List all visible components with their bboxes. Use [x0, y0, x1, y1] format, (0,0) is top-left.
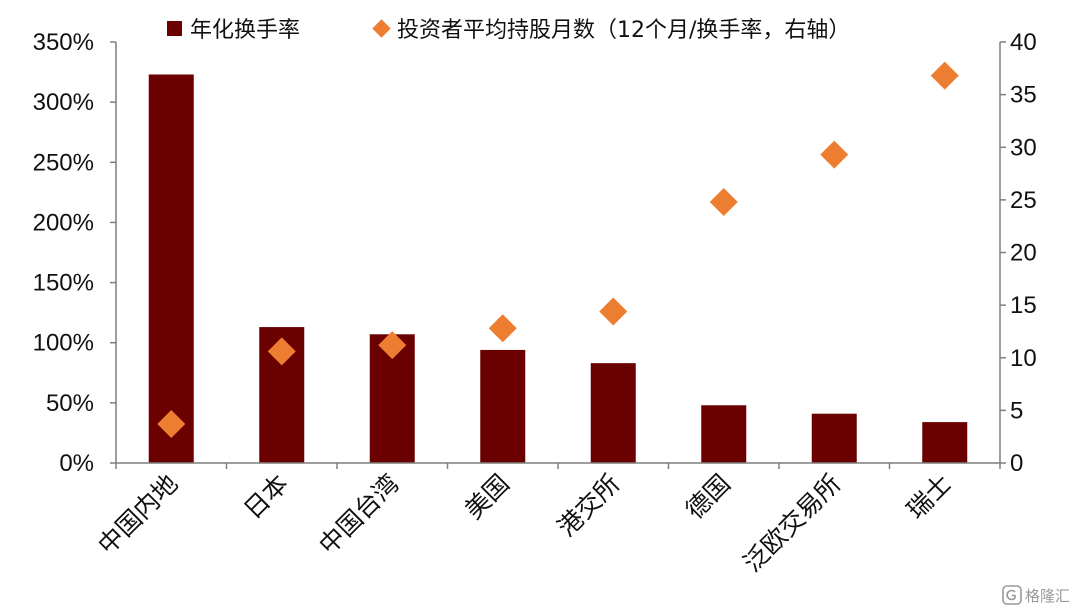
plot-area: 0% 50% 100% 150% 200% 250% 300% 350% 0 5 10 15 20 25 3… — [33, 29, 1037, 578]
right-tick-label-5: 25 — [1010, 187, 1037, 214]
marker-6 — [709, 187, 738, 216]
marker-7 — [820, 140, 849, 169]
gelonghui-logo-icon — [1002, 585, 1022, 605]
marker-5 — [599, 297, 628, 326]
legend-label-holding-months: 投资者平均持股月数（12个月/换手率，右轴） — [397, 18, 850, 43]
category-label-8: 瑞士 — [901, 469, 957, 525]
right-tick-label-8: 40 — [1010, 29, 1037, 56]
bar-5 — [590, 363, 636, 463]
left-tick-label-2: 100% — [33, 330, 94, 357]
category-label-7: 泛欧交易所 — [738, 469, 847, 578]
bar-4 — [480, 349, 526, 463]
category-label-6: 德国 — [680, 469, 736, 525]
legend-label-turnover: 年化换手率 — [190, 18, 300, 43]
legend: 年化换手率 投资者平均持股月数（12个月/换手率，右轴） — [167, 18, 850, 43]
right-tick-label-1: 5 — [1010, 397, 1023, 424]
bar-8 — [922, 422, 968, 463]
left-tick-label-3: 150% — [33, 270, 94, 297]
bar-7 — [811, 413, 857, 463]
legend-swatch-turnover — [167, 21, 182, 36]
left-tick-label-5: 250% — [33, 149, 94, 176]
category-label-3: 中国台湾 — [313, 469, 404, 560]
bar-6 — [701, 405, 747, 463]
marker-1 — [157, 410, 186, 439]
marker-2 — [267, 337, 296, 366]
right-tick-label-7: 35 — [1010, 82, 1037, 109]
left-tick-label-1: 50% — [46, 390, 94, 417]
category-label-5: 港交所 — [552, 469, 626, 543]
right-tick-label-3: 15 — [1010, 292, 1037, 319]
right-tick-label-0: 0 — [1010, 450, 1023, 477]
marker-4 — [488, 314, 517, 343]
right-tick-label-6: 30 — [1010, 134, 1037, 161]
right-tick-label-2: 10 — [1010, 345, 1037, 372]
bar-1 — [148, 74, 194, 463]
category-label-2: 日本 — [238, 469, 294, 525]
left-tick-label-4: 200% — [33, 209, 94, 236]
category-label-4: 美国 — [459, 469, 515, 525]
watermark: 格隆汇 — [1002, 585, 1070, 605]
right-tick-label-4: 20 — [1010, 240, 1037, 267]
legend-swatch-holding-months — [372, 19, 391, 38]
left-tick-label-7: 350% — [33, 29, 94, 56]
marker-8 — [930, 61, 959, 90]
left-tick-label-0: 0% — [59, 450, 94, 477]
left-tick-label-6: 300% — [33, 89, 94, 116]
watermark-text: 格隆汇 — [1025, 587, 1070, 605]
marker-3 — [378, 331, 407, 360]
category-label-1: 中国内地 — [92, 469, 183, 560]
